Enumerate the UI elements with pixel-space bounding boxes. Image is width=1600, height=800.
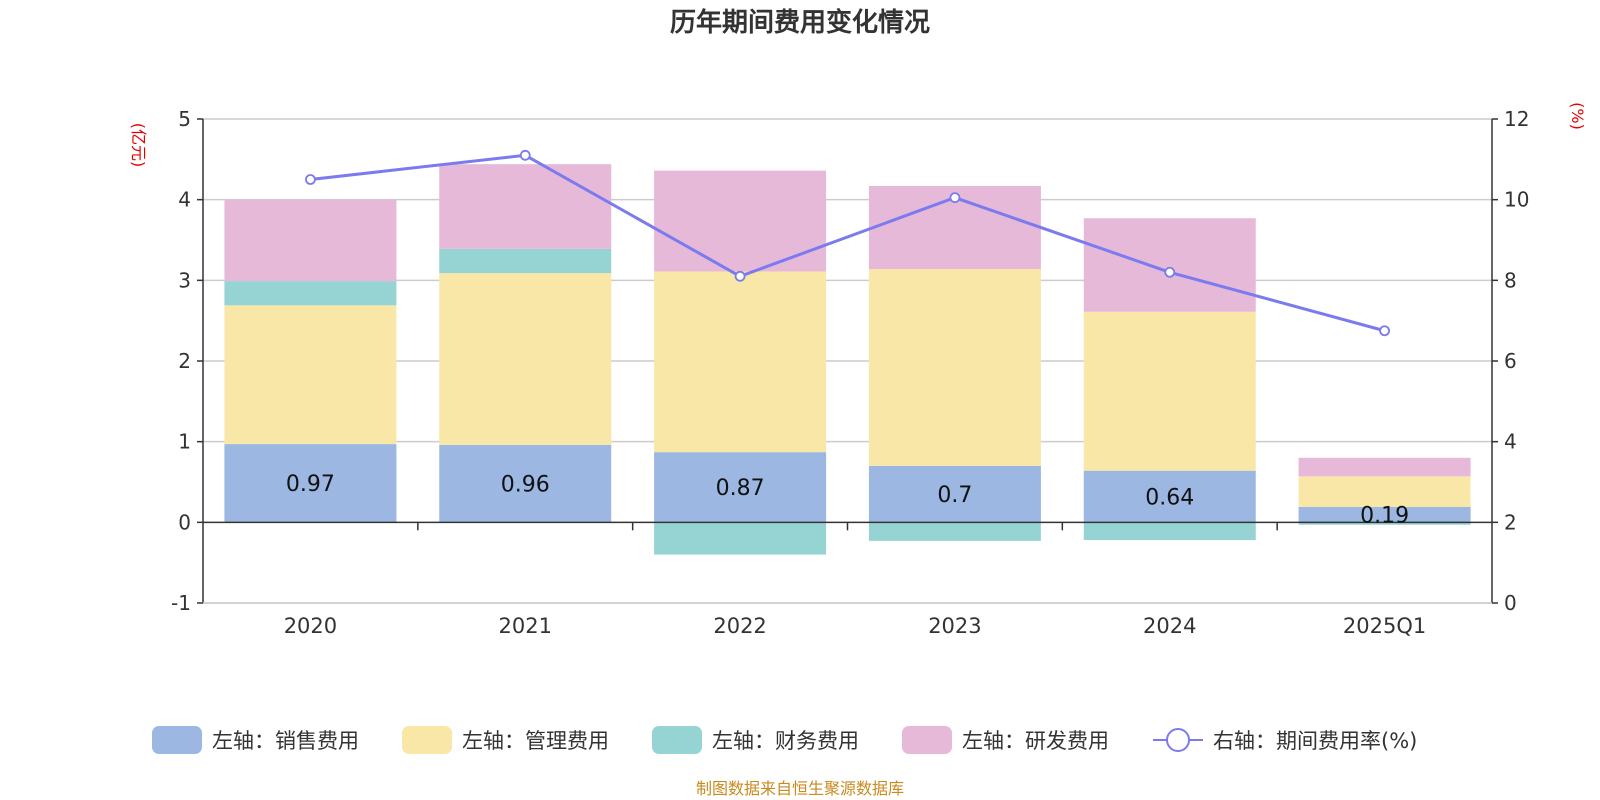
line-point <box>305 174 316 185</box>
source-note: 制图数据来自恒生聚源数据库 <box>696 779 904 798</box>
bar-segment <box>224 199 397 282</box>
left-tick-label: -1 <box>171 591 191 615</box>
legend: 左轴：销售费用 左轴：管理费用 左轴：财务费用 左轴：研发费用 右轴：期间费用率(%) <box>152 726 1417 754</box>
line-point <box>734 270 746 282</box>
bar-segment <box>1083 470 1256 523</box>
bar-segment <box>224 281 397 306</box>
left-axis-unit: (亿元) <box>129 123 148 168</box>
left-tick-label: 1 <box>178 430 191 454</box>
line-point <box>1164 266 1176 278</box>
data-label: 0.19 <box>1360 504 1409 529</box>
bar-segment <box>1298 476 1471 508</box>
right-axis-unit: (%) <box>1568 102 1587 130</box>
left-tick-label: 4 <box>178 188 191 212</box>
right-tick-label: 12 <box>1504 107 1529 131</box>
legend-swatch <box>652 726 702 754</box>
data-label: 0.87 <box>716 476 765 501</box>
legend-label: 左轴：研发费用 <box>962 729 1109 753</box>
line-point <box>949 192 961 204</box>
category-label: 2023 <box>928 614 981 638</box>
bar-segment <box>654 522 827 555</box>
bar-segment <box>1298 522 1471 525</box>
right-tick-label: 4 <box>1504 430 1517 454</box>
rate-line <box>310 153 1385 333</box>
category-label: 2024 <box>1143 614 1196 638</box>
data-label: 0.7 <box>937 483 972 508</box>
bar-segment <box>868 522 1041 541</box>
right-tick-label: 6 <box>1504 349 1517 373</box>
data-label: 0.97 <box>286 472 335 497</box>
bar-segment <box>868 465 1041 523</box>
left-tick-label: 3 <box>178 268 191 292</box>
line-point <box>519 149 531 161</box>
legend-swatch <box>902 726 952 754</box>
category-label: 2025Q1 <box>1343 614 1426 638</box>
line-point <box>1379 325 1390 337</box>
legend-swatch <box>152 726 202 754</box>
legend-marker <box>1166 728 1190 752</box>
bar-segment <box>439 444 612 523</box>
bar-segment <box>654 170 827 272</box>
bar-segment <box>224 444 397 523</box>
bar-segment <box>1083 218 1256 312</box>
bar-segment <box>868 269 1041 466</box>
bar-segment <box>1083 522 1256 541</box>
bar-segment <box>1298 457 1471 477</box>
bar-segment <box>224 305 397 445</box>
legend-label: 左轴：管理费用 <box>462 729 609 753</box>
category-label: 2021 <box>499 614 552 638</box>
right-tick-label: 0 <box>1504 591 1517 615</box>
bar-segment <box>439 164 612 249</box>
chart-title: 历年期间费用变化情况 <box>670 7 930 38</box>
category-label: 2020 <box>284 614 337 638</box>
legend-label: 左轴：销售费用 <box>212 729 359 753</box>
bar-segment <box>439 248 612 274</box>
legend-label: 右轴：期间费用率(%) <box>1213 729 1417 753</box>
legend-label: 左轴：财务费用 <box>712 729 859 753</box>
line-layer <box>305 149 1390 337</box>
legend-swatch <box>402 726 452 754</box>
left-tick-label: 5 <box>178 107 191 131</box>
left-tick-label: 0 <box>178 510 191 534</box>
category-label: 2022 <box>713 614 766 638</box>
bar-segment <box>654 271 827 453</box>
data-labels: 0.97 0.96 0.87 0.7 0.64 0.19 <box>286 472 1409 528</box>
bar-segment <box>439 273 612 445</box>
bar-segment <box>1298 507 1471 523</box>
bar-segment <box>654 452 827 523</box>
bar-layer <box>224 164 1471 555</box>
right-tick-label: 8 <box>1504 268 1517 292</box>
bar-segment <box>1083 311 1256 471</box>
data-label: 0.96 <box>501 473 550 498</box>
right-tick-label: 2 <box>1504 510 1517 534</box>
data-label: 0.64 <box>1145 486 1194 511</box>
right-tick-label: 10 <box>1504 188 1529 212</box>
left-tick-label: 2 <box>178 349 191 373</box>
